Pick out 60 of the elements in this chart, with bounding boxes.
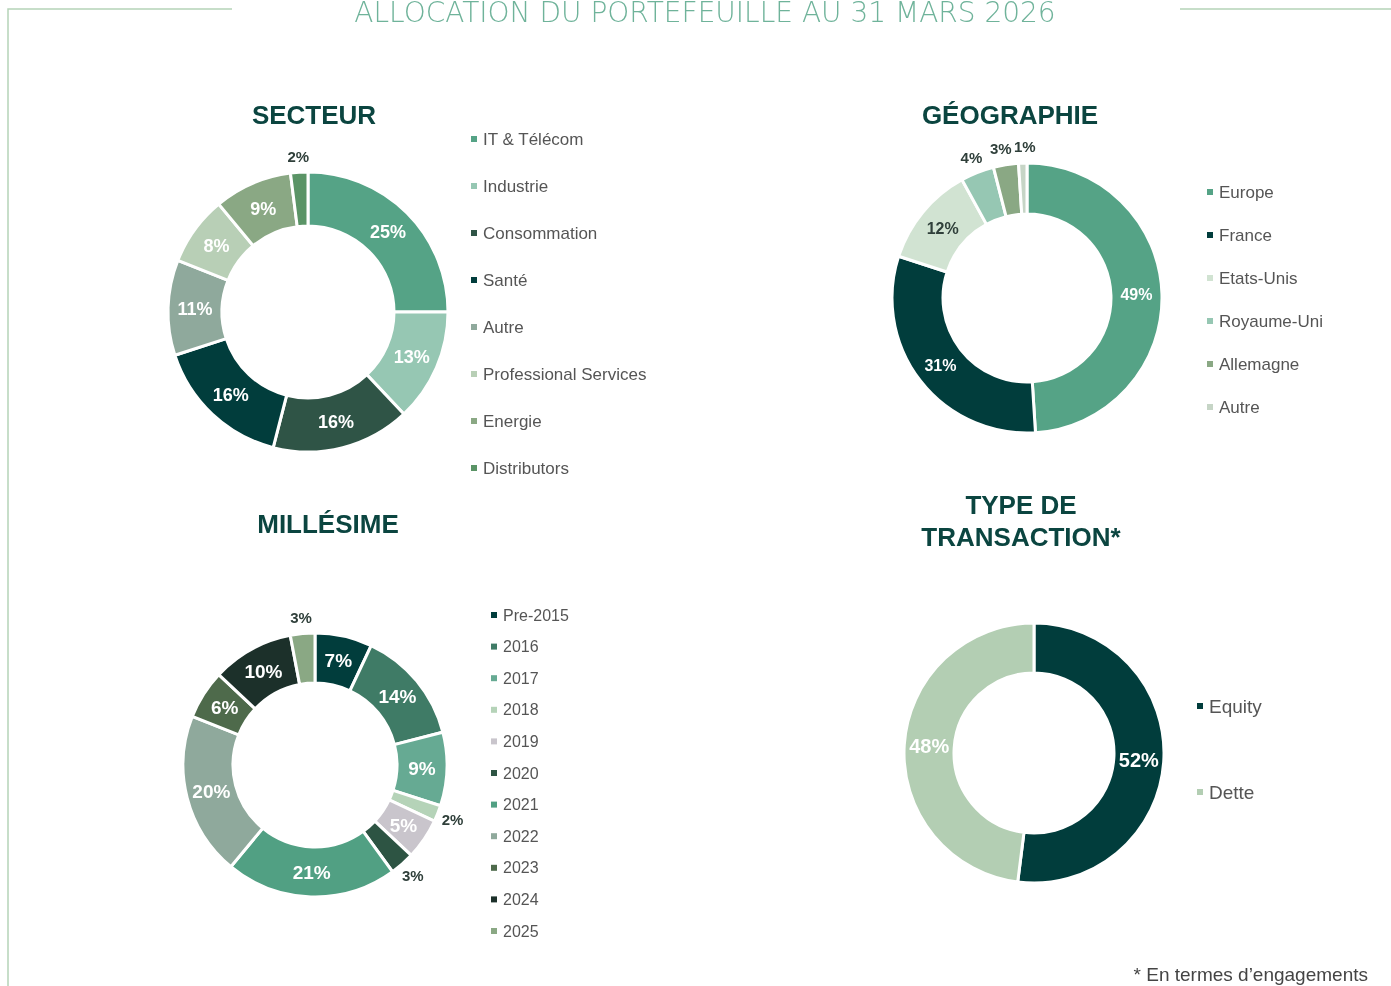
data-label: 16% xyxy=(212,384,249,405)
legend-label: 2020 xyxy=(503,764,539,782)
legend-label: 2018 xyxy=(503,701,539,719)
data-label: 2% xyxy=(287,147,310,165)
legend-label: Dette xyxy=(1209,781,1255,803)
legend-label: IT & Télécom xyxy=(483,129,584,149)
legend-label: Equity xyxy=(1209,695,1263,717)
chart-title: MILLÉSIME xyxy=(257,509,399,539)
data-label: 16% xyxy=(318,411,355,432)
legend-label: 2021 xyxy=(503,796,539,814)
data-label: 2% xyxy=(441,810,464,828)
legend-label: 2017 xyxy=(503,669,539,687)
legend-label: Royaume-Uni xyxy=(1219,311,1323,331)
legend-label: 2022 xyxy=(503,827,539,845)
chart-title: GÉOGRAPHIE xyxy=(921,100,1099,130)
data-label: 20% xyxy=(192,781,231,803)
legend-label: Autre xyxy=(1219,397,1260,417)
legend-label: 2016 xyxy=(503,638,539,656)
data-label: 12% xyxy=(926,219,959,237)
data-label: 14% xyxy=(378,686,417,708)
legend-label: 2023 xyxy=(503,859,539,877)
data-label: 6% xyxy=(210,697,239,719)
data-label: 3% xyxy=(989,140,1012,158)
chart-title: SECTEUR xyxy=(251,100,377,130)
legend-label: Distributors xyxy=(483,458,569,478)
legend-label: Energie xyxy=(483,411,542,431)
data-label: 4% xyxy=(960,148,983,166)
data-label: 25% xyxy=(369,222,406,243)
data-label: 9% xyxy=(250,198,277,219)
data-label: 49% xyxy=(1120,286,1153,304)
data-label: 1% xyxy=(1013,138,1036,156)
legend-label: Autre xyxy=(483,317,524,337)
data-label: 5% xyxy=(389,814,418,836)
data-label: 11% xyxy=(177,298,213,319)
data-label: 31% xyxy=(924,356,957,374)
legend-label: 2025 xyxy=(503,922,539,940)
data-label: 13% xyxy=(393,347,430,368)
legend-label: 2024 xyxy=(503,891,539,908)
legend-label: Industrie xyxy=(483,176,549,196)
data-label: 52% xyxy=(1118,748,1160,771)
legend-label: 2019 xyxy=(503,733,539,750)
data-label: 3% xyxy=(290,608,312,626)
text: * En termes d’engagements xyxy=(1133,963,1368,985)
data-label: 7% xyxy=(324,650,353,672)
data-label: 48% xyxy=(909,735,950,758)
data-label: 10% xyxy=(244,660,283,682)
legend-label: Professional Services xyxy=(483,364,647,384)
legend-label: Pre-2015 xyxy=(503,606,569,624)
data-label: 3% xyxy=(402,867,424,885)
data-label: 8% xyxy=(203,235,230,256)
legend-label: France xyxy=(1219,225,1272,245)
legend-label: Consommation xyxy=(483,223,598,243)
text: ALLOCATION DU PORTEFEUILLE AU 31 MARS 2026 xyxy=(354,0,1056,29)
legend-label: Europe xyxy=(1219,182,1274,202)
data-label: 9% xyxy=(408,758,436,780)
legend-label: Etats-Unis xyxy=(1219,268,1298,288)
legend-label: Allemagne xyxy=(1219,354,1300,374)
legend-label: Santé xyxy=(483,270,528,290)
chart-title: TYPE DE TRANSACTION* xyxy=(921,490,1122,552)
data-label: 21% xyxy=(292,861,331,883)
